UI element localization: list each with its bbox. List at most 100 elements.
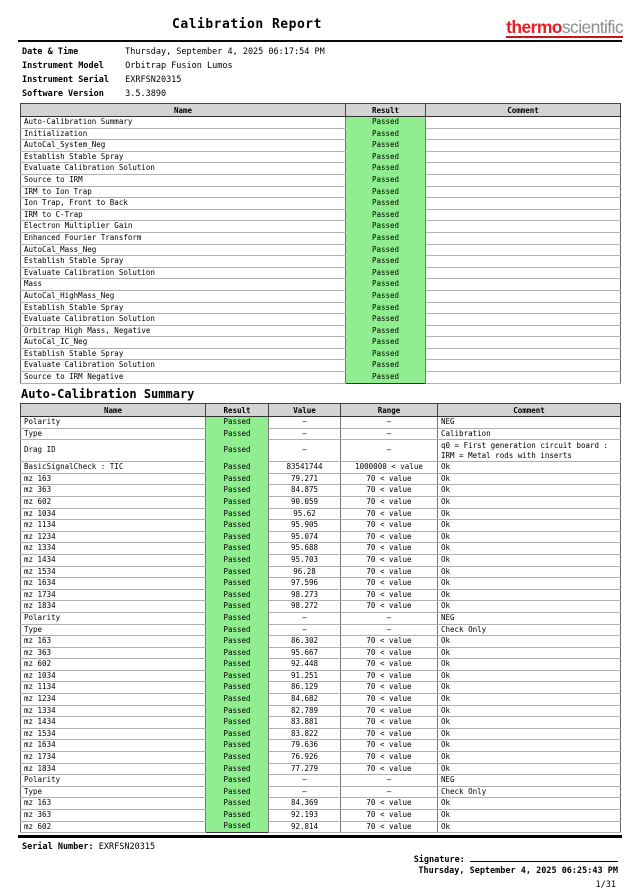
value-cell: 90.059: [268, 496, 341, 509]
result-cell: Passed: [205, 519, 269, 532]
name-cell: mz 1134: [20, 681, 206, 695]
range-cell: 70 < value: [340, 577, 438, 590]
name-cell: mz 1234: [20, 693, 206, 706]
info-row-software: Software Version 3.5.3890: [22, 87, 325, 101]
table-row: Evaluate Calibration Solution Passed: [20, 267, 621, 280]
name-cell: Polarity: [20, 774, 206, 787]
comment-cell: [425, 313, 621, 326]
range-cell: 70 < value: [340, 542, 438, 555]
range-cell: 70 < value: [340, 531, 438, 544]
value-cell: 95.688: [268, 542, 341, 555]
value-cell: –: [268, 774, 341, 787]
table-row: mz 1334 Passed 95.688 70 < value Ok: [20, 542, 621, 555]
table-row: mz 602 Passed 92.448 70 < value Ok: [20, 658, 621, 671]
result-cell: Passed: [345, 232, 426, 245]
name-cell: AutoCal_IC_Neg: [20, 336, 346, 349]
range-cell: 70 < value: [340, 716, 438, 729]
result-cell: Passed: [345, 116, 426, 129]
comment-cell: Ok: [437, 577, 621, 590]
comment-cell: [425, 209, 621, 222]
comment-cell: [425, 128, 621, 141]
table-row: mz 1634 Passed 97.596 70 < value Ok: [20, 577, 621, 590]
comment-cell: Ok: [437, 821, 621, 834]
result-cell: Passed: [345, 151, 426, 163]
result-cell: Passed: [205, 658, 269, 671]
value-cell: –: [268, 416, 341, 429]
name-cell: mz 1134: [20, 519, 206, 532]
comment-cell: Ok: [437, 681, 621, 695]
result-cell: Passed: [345, 348, 426, 360]
table-row: mz 1234 Passed 95.074 70 < value Ok: [20, 531, 621, 544]
value-cell: 91.251: [268, 670, 341, 683]
name-cell: Evaluate Calibration Solution: [20, 359, 346, 373]
name-cell: mz 602: [20, 821, 206, 834]
value-cell: –: [268, 624, 341, 637]
name-cell: Polarity: [20, 416, 206, 429]
comment-cell: [425, 278, 621, 291]
value-cell: 95.905: [268, 519, 341, 532]
header-row: Name Result Comment: [20, 103, 621, 117]
comment-cell: Ok: [437, 739, 621, 753]
instrument-info-block: Date & Time Thursday, September 4, 2025 …: [22, 45, 325, 101]
name-cell: Polarity: [20, 612, 206, 625]
comment-cell: [425, 116, 621, 129]
comment-cell: Ok: [437, 461, 621, 474]
result-cell: Passed: [205, 554, 269, 567]
serial-label: Serial Number:: [22, 842, 94, 852]
value-cell: 83.822: [268, 728, 341, 741]
comment-cell: Ok: [437, 728, 621, 741]
footer-divider: [18, 835, 622, 838]
table-row: mz 363 Passed 84.875 70 < value Ok: [20, 484, 621, 497]
comment-cell: [425, 255, 621, 268]
detail-table-body: Polarity Passed – – NEG Type Passed – – Calibrati…: [20, 416, 621, 834]
detail-table: Name Result Value Range Comment Polarity Pass…: [20, 403, 621, 834]
signature-label: Signature:: [413, 855, 465, 865]
table-row: Enhanced Fourier Transform Passed: [20, 232, 621, 245]
value-cell: 84.369: [268, 797, 341, 810]
result-cell: Passed: [205, 484, 269, 497]
table-row: Drag ID Passed – – q0 = First generation cir…: [20, 439, 621, 463]
detail-table-header: Name Result Value Range Comment: [20, 403, 621, 417]
info-row-datetime: Date & Time Thursday, September 4, 2025 …: [22, 45, 325, 59]
name-cell: mz 163: [20, 473, 206, 486]
name-cell: AutoCal_System_Neg: [20, 139, 346, 152]
range-cell: –: [340, 786, 438, 799]
name-cell: Drag ID: [20, 439, 206, 463]
table-row: mz 1434 Passed 95.703 70 < value Ok: [20, 554, 621, 567]
result-cell: Passed: [205, 739, 269, 752]
range-cell: 70 < value: [340, 496, 438, 509]
comment-cell: [425, 151, 621, 164]
name-cell: IRM to Ion Trap: [20, 186, 346, 199]
range-cell: –: [340, 428, 438, 441]
table-row: mz 363 Passed 92.193 70 < value Ok: [20, 809, 621, 822]
range-cell: 70 < value: [340, 647, 438, 660]
value-cell: 95.074: [268, 531, 341, 544]
result-cell: Passed: [345, 267, 426, 279]
name-cell: Establish Stable Spray: [20, 255, 346, 268]
name-cell: Evaluate Calibration Solution: [20, 162, 346, 175]
column-header: Comment: [437, 403, 621, 417]
name-cell: Electron Multiplier Gain: [20, 220, 346, 233]
result-cell: Passed: [345, 174, 426, 187]
result-cell: Passed: [205, 763, 269, 775]
thermo-scientific-logo: thermoscientific: [506, 18, 624, 38]
header-divider: [18, 40, 622, 42]
comment-cell: Ok: [437, 508, 621, 521]
value-cell: 92.193: [268, 809, 341, 822]
footer-serial: Serial Number: EXRFSN20315: [22, 842, 155, 852]
result-cell: Passed: [345, 278, 426, 291]
range-cell: –: [340, 624, 438, 637]
table-row: Polarity Passed – – NEG: [20, 774, 621, 787]
name-cell: Type: [20, 624, 206, 637]
column-header: Name: [20, 103, 346, 117]
table-row: Establish Stable Spray Passed: [20, 302, 621, 315]
range-cell: 70 < value: [340, 809, 438, 822]
comment-cell: Ok: [437, 763, 621, 776]
range-cell: 70 < value: [340, 763, 438, 776]
value-cell: –: [268, 786, 341, 799]
table-row: Mass Passed: [20, 278, 621, 291]
name-cell: Auto-Calibration Summary: [20, 116, 346, 129]
result-cell: Passed: [205, 728, 269, 740]
table-row: mz 1834 Passed 77.279 70 < value Ok: [20, 763, 621, 776]
footer-datetime: Thursday, September 4, 2025 06:25:43 PM: [418, 866, 618, 876]
